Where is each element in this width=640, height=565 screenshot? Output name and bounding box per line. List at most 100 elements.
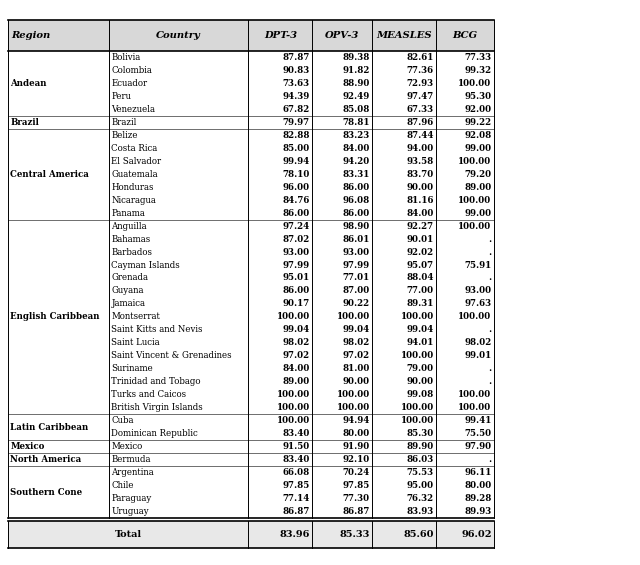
Text: 86.03: 86.03 <box>406 455 434 464</box>
Text: 99.00: 99.00 <box>465 208 492 218</box>
Text: 70.24: 70.24 <box>342 468 370 477</box>
Text: 89.93: 89.93 <box>464 507 492 516</box>
Text: MEASLES: MEASLES <box>377 31 432 40</box>
Text: 86.00: 86.00 <box>342 182 370 192</box>
Text: 95.07: 95.07 <box>407 260 434 270</box>
Text: Peru: Peru <box>111 92 131 101</box>
Text: 78.81: 78.81 <box>342 118 370 127</box>
Text: 97.99: 97.99 <box>283 260 310 270</box>
Text: 92.00: 92.00 <box>465 105 492 114</box>
Text: 78.10: 78.10 <box>282 170 310 179</box>
Text: Ecuador: Ecuador <box>111 79 147 88</box>
Text: 97.02: 97.02 <box>283 351 310 360</box>
Text: Dominican Republic: Dominican Republic <box>111 429 198 438</box>
Text: 100.00: 100.00 <box>401 351 434 360</box>
Text: 85.30: 85.30 <box>406 429 434 438</box>
Text: Central America: Central America <box>10 170 89 179</box>
Text: 75.91: 75.91 <box>464 260 492 270</box>
Text: 100.00: 100.00 <box>276 390 310 399</box>
Text: 77.30: 77.30 <box>343 494 370 503</box>
Text: Grenada: Grenada <box>111 273 148 282</box>
Text: 77.33: 77.33 <box>465 53 492 62</box>
Text: 89.00: 89.00 <box>464 182 492 192</box>
Text: 91.90: 91.90 <box>342 442 370 451</box>
Text: British Virgin Islands: British Virgin Islands <box>111 403 203 412</box>
Text: Honduras: Honduras <box>111 182 154 192</box>
Text: 100.00: 100.00 <box>458 403 492 412</box>
Text: 77.00: 77.00 <box>407 286 434 295</box>
Text: 92.49: 92.49 <box>342 92 370 101</box>
Text: 86.00: 86.00 <box>282 286 310 295</box>
Text: 90.01: 90.01 <box>406 234 434 244</box>
Text: 100.00: 100.00 <box>458 157 492 166</box>
Text: Cayman Islands: Cayman Islands <box>111 260 180 270</box>
Text: .: . <box>488 234 492 244</box>
Text: 87.00: 87.00 <box>342 286 370 295</box>
Text: Nicaragua: Nicaragua <box>111 195 156 205</box>
Text: 83.23: 83.23 <box>342 131 370 140</box>
Text: 99.04: 99.04 <box>406 325 434 334</box>
Text: .: . <box>488 377 492 386</box>
Text: 84.00: 84.00 <box>282 364 310 373</box>
Text: 87.96: 87.96 <box>406 118 434 127</box>
Text: 92.02: 92.02 <box>407 247 434 257</box>
Text: 85.00: 85.00 <box>282 144 310 153</box>
Text: 93.00: 93.00 <box>343 247 370 257</box>
Text: 99.04: 99.04 <box>282 325 310 334</box>
Text: 100.00: 100.00 <box>337 390 370 399</box>
Text: 97.24: 97.24 <box>282 221 310 231</box>
Text: Jamaica: Jamaica <box>111 299 145 308</box>
Text: 93.58: 93.58 <box>406 157 434 166</box>
Text: Andean: Andean <box>10 79 47 88</box>
Text: Mexico: Mexico <box>10 442 45 451</box>
Text: 93.00: 93.00 <box>465 286 492 295</box>
Text: 90.22: 90.22 <box>343 299 370 308</box>
Text: 88.90: 88.90 <box>342 79 370 88</box>
Text: OPV-3: OPV-3 <box>325 31 360 40</box>
Text: 94.00: 94.00 <box>406 144 434 153</box>
Text: Saint Kitts and Nevis: Saint Kitts and Nevis <box>111 325 203 334</box>
Text: 98.02: 98.02 <box>464 338 492 347</box>
Text: Colombia: Colombia <box>111 66 152 75</box>
Text: 85.60: 85.60 <box>403 530 434 539</box>
Text: 75.53: 75.53 <box>407 468 434 477</box>
Text: 97.02: 97.02 <box>343 351 370 360</box>
Text: .: . <box>488 455 492 464</box>
Text: 77.01: 77.01 <box>342 273 370 282</box>
Text: 79.97: 79.97 <box>283 118 310 127</box>
Text: 96.08: 96.08 <box>342 195 370 205</box>
Text: Suriname: Suriname <box>111 364 153 373</box>
Text: Costa Rica: Costa Rica <box>111 144 157 153</box>
Text: 97.85: 97.85 <box>342 481 370 490</box>
Text: 82.61: 82.61 <box>406 53 434 62</box>
Text: Argentina: Argentina <box>111 468 154 477</box>
Text: 83.70: 83.70 <box>406 170 434 179</box>
Text: 76.32: 76.32 <box>407 494 434 503</box>
Text: 98.02: 98.02 <box>342 338 370 347</box>
Text: 97.90: 97.90 <box>465 442 492 451</box>
Text: Saint Lucia: Saint Lucia <box>111 338 160 347</box>
Text: 98.02: 98.02 <box>282 338 310 347</box>
Text: 80.00: 80.00 <box>342 429 370 438</box>
Text: 81.16: 81.16 <box>406 195 434 205</box>
Text: Montserrat: Montserrat <box>111 312 160 321</box>
Text: 85.33: 85.33 <box>340 530 370 539</box>
Text: Bahamas: Bahamas <box>111 234 150 244</box>
Text: Guyana: Guyana <box>111 286 144 295</box>
Text: 94.39: 94.39 <box>282 92 310 101</box>
Text: 86.01: 86.01 <box>342 234 370 244</box>
Text: 96.11: 96.11 <box>464 468 492 477</box>
Text: Bermuda: Bermuda <box>111 455 151 464</box>
Text: Total: Total <box>115 530 141 539</box>
Text: 89.28: 89.28 <box>464 494 492 503</box>
Text: 87.44: 87.44 <box>406 131 434 140</box>
Text: 90.00: 90.00 <box>343 377 370 386</box>
Text: 89.38: 89.38 <box>342 53 370 62</box>
Text: 67.33: 67.33 <box>407 105 434 114</box>
Text: 75.50: 75.50 <box>465 429 492 438</box>
Text: 100.00: 100.00 <box>401 312 434 321</box>
Text: 91.82: 91.82 <box>342 66 370 75</box>
Text: 83.96: 83.96 <box>280 530 310 539</box>
Text: 73.63: 73.63 <box>283 79 310 88</box>
Text: 100.00: 100.00 <box>458 195 492 205</box>
